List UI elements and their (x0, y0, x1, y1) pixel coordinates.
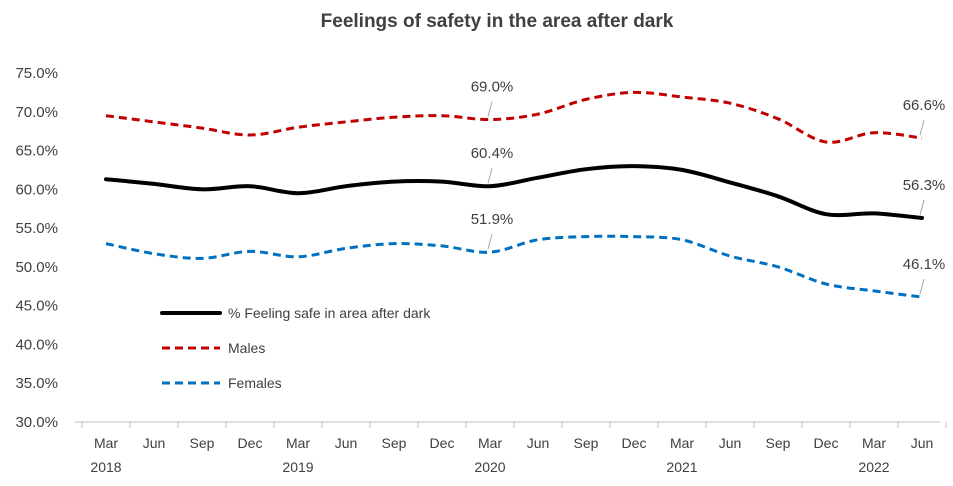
data-label-leader (919, 120, 925, 136)
data-label-leader (919, 199, 925, 216)
y-tick-label: 60.0% (15, 181, 58, 198)
x-tick-label: Mar (286, 435, 310, 451)
x-tick-label: Jun (335, 435, 358, 451)
data-label: 46.1% (903, 256, 946, 273)
data-label-leader (487, 101, 493, 117)
x-year-label: 2021 (666, 459, 697, 475)
x-tick-label: Dec (430, 435, 455, 451)
data-label-leader (919, 279, 925, 295)
data-label: 60.4% (471, 145, 514, 162)
y-tick-label: 70.0% (15, 104, 58, 121)
x-tick-label: Sep (574, 435, 599, 451)
x-year-label: 2020 (474, 459, 505, 475)
y-tick-label: 75.0% (15, 65, 58, 82)
legend-label: % Feeling safe in area after dark (228, 305, 431, 321)
x-tick-label: Jun (719, 435, 742, 451)
x-tick-label: Mar (670, 435, 694, 451)
data-label: 69.0% (471, 79, 514, 96)
x-year-label: 2018 (90, 459, 121, 475)
chart-title: Feelings of safety in the area after dar… (321, 11, 674, 32)
data-label: 51.9% (471, 211, 514, 228)
series-layer (104, 90, 924, 299)
x-tick-label: Dec (622, 435, 647, 451)
y-tick-label: 30.0% (15, 414, 58, 431)
legend-label: Females (228, 375, 282, 391)
x-tick-label: Mar (478, 435, 502, 451)
x-tick-label: Sep (190, 435, 215, 451)
x-year-label: 2019 (282, 459, 313, 475)
y-tick-label: 35.0% (15, 375, 58, 392)
series-line-0 (104, 164, 924, 220)
y-tick-label: 45.0% (15, 298, 58, 315)
data-label-leader (487, 234, 493, 250)
legend-label: Males (228, 340, 265, 356)
y-tick-label: 65.0% (15, 143, 58, 160)
data-label-leader (487, 168, 493, 184)
x-year-label: 2022 (858, 459, 889, 475)
data-label: 56.3% (903, 177, 946, 194)
x-tick-label: Mar (94, 435, 118, 451)
y-tick-label: 40.0% (15, 336, 58, 353)
y-tick-label: 50.0% (15, 259, 58, 276)
y-axis: 30.0% 35.0% 40.0% 45.0% 50.0% 55.0% 60.0% 65.0%… (15, 65, 58, 431)
series-line-1 (105, 90, 923, 144)
x-tick-label: Jun (527, 435, 550, 451)
x-tick-label: Dec (814, 435, 839, 451)
x-tick-label: Jun (143, 435, 166, 451)
x-tick-label: Sep (382, 435, 407, 451)
data-label: 66.6% (903, 97, 946, 114)
x-tick-label: Mar (862, 435, 886, 451)
x-tick-label: Jun (911, 435, 934, 451)
series-line-2 (105, 234, 923, 299)
x-tick-label: Sep (766, 435, 791, 451)
legend: % Feeling safe in area after dark Males Fe… (160, 305, 431, 391)
y-tick-label: 55.0% (15, 220, 58, 237)
x-tick-label: Dec (238, 435, 263, 451)
annotation-layer: 69.0% 60.4% 51.9% 66.6% 56.3% 46.1% (471, 79, 946, 295)
x-axis: Mar Jun Sep Dec Mar Jun Sep Dec Mar Jun Sep Dec Mar J… (75, 421, 947, 475)
